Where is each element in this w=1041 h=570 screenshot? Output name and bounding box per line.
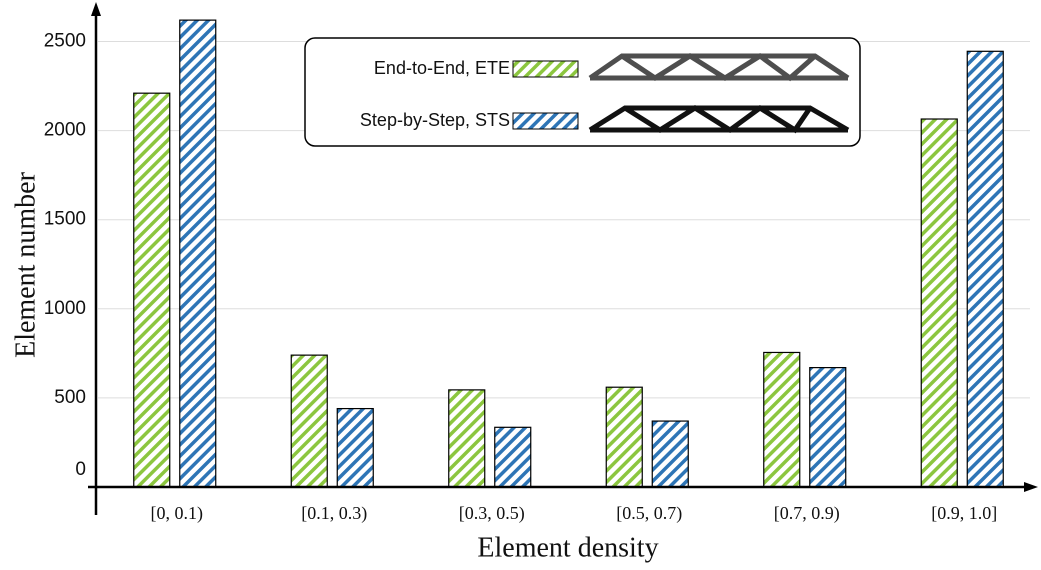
x-arrow [1024,482,1038,492]
x-tick-label: [0.3, 0.5) [459,503,525,524]
y-tick-label: 500 [54,387,86,408]
x-tick-label: [0.9, 1.0] [931,503,997,523]
x-tick-label: [0, 0.1) [151,503,204,524]
x-axis-title: Element density [477,532,658,563]
chart: Element number Element density 0 500 1000 1… [0,0,1041,570]
bar [921,119,957,487]
legend [305,38,860,146]
legend-swatch [513,113,578,129]
y-tick-label: 2000 [44,120,86,141]
legend-label: End-to-End, ETE [374,58,510,78]
bar [606,387,642,487]
bar [449,390,485,487]
y-axis-title: Element number [10,171,41,358]
bar [337,409,373,487]
bar [134,93,170,487]
bar [180,20,216,487]
bar [495,427,531,487]
legend-label: Step-by-Step, STS [360,110,510,130]
bar [810,368,846,487]
y-arrow [91,2,101,16]
legend-swatch [513,61,578,77]
x-tick-label: [0.7, 0.9) [774,503,840,524]
y-tick-label: 1000 [44,298,86,319]
bar [764,352,800,487]
y-tick-label: 0 [75,459,86,480]
y-tick-label: 2500 [44,31,86,52]
x-tick-label: [0.1, 0.3) [301,503,367,524]
bar [652,421,688,487]
x-tick-label: [0.5, 0.7) [616,503,682,524]
y-tick-label: 1500 [44,209,86,230]
bar [967,51,1003,487]
bar [291,355,327,487]
